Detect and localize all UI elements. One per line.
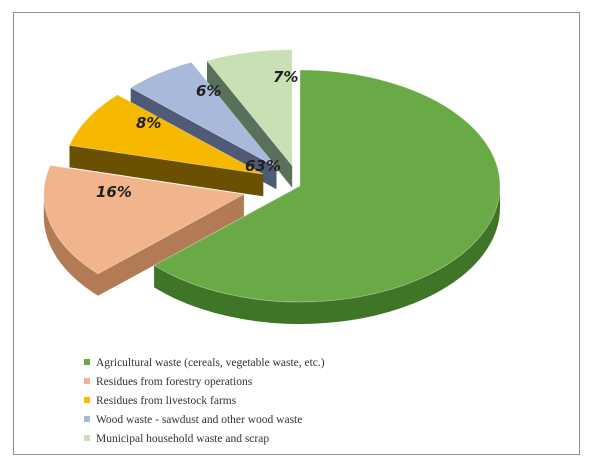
slice-livestock xyxy=(68,94,264,175)
legend-item-forestry: Residues from forestry operations xyxy=(84,373,325,392)
legend-swatch xyxy=(84,416,90,423)
legend-swatch xyxy=(84,435,90,442)
legend-item-livestock: Residues from livestock farms xyxy=(84,392,325,411)
legend-swatch xyxy=(84,397,90,404)
legend-item-municipal: Municipal household waste and scrap xyxy=(84,430,325,449)
slice-municipal-face-start xyxy=(207,60,293,188)
slice-livestock-face-start xyxy=(69,145,264,197)
slice-forestry xyxy=(43,165,246,275)
data-label-agricultural: 63% xyxy=(245,157,281,175)
legend-label: Municipal household waste and scrap xyxy=(96,433,270,445)
legend-label: Residues from livestock farms xyxy=(96,395,237,407)
legend-item-wood: Wood waste - sawdust and other wood wast… xyxy=(84,411,325,430)
legend-label: Wood waste - sawdust and other wood wast… xyxy=(96,414,303,426)
legend-swatch xyxy=(84,359,90,366)
data-label-forestry: 16% xyxy=(96,183,132,201)
slice-agricultural-side xyxy=(154,186,500,324)
slice-wood xyxy=(129,61,277,168)
slice-forestry-side xyxy=(43,194,98,296)
slice-forestry-face-start xyxy=(98,194,244,296)
data-label-municipal: 7% xyxy=(273,68,298,86)
legend-item-agricultural: Agricultural waste (cereals, vegetable w… xyxy=(84,354,325,373)
legend-label: Residues from forestry operations xyxy=(96,376,253,388)
data-label-wood: 6% xyxy=(196,82,221,100)
slice-municipal xyxy=(206,49,293,167)
legend-swatch xyxy=(84,378,90,385)
chart-legend: Agricultural waste (cereals, vegetable w… xyxy=(84,354,325,449)
legend-label: Agricultural waste (cereals, vegetable w… xyxy=(96,357,325,369)
data-label-livestock: 8% xyxy=(136,114,161,132)
slice-agricultural xyxy=(153,69,501,303)
